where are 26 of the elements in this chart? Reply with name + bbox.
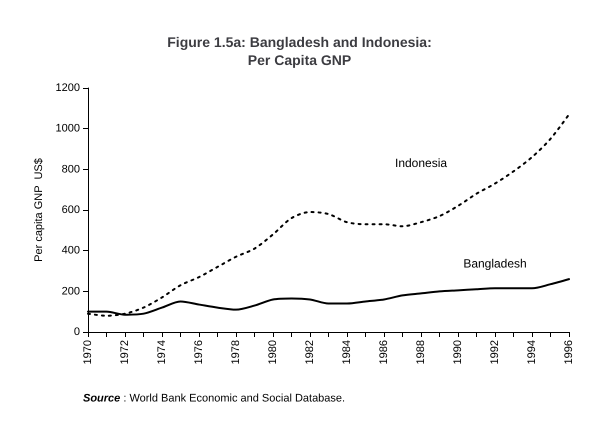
x-tick-label: 1988 — [415, 340, 427, 364]
x-tick-label: 1994 — [526, 340, 538, 364]
y-tick-label: 400 — [62, 244, 80, 257]
x-tick-label: 1980 — [267, 340, 279, 364]
y-tick-label: 600 — [62, 204, 80, 216]
source-note: Source : World Bank Economic and Social Database. — [83, 392, 346, 404]
series-label: Bangladesh — [463, 256, 527, 270]
y-tick-label: 1200 — [56, 82, 80, 94]
chart-title: Figure 1.5a: Bangladesh and Indonesia: Per Capita GNP — [167, 34, 432, 68]
x-tick-label: 1978 — [230, 340, 242, 364]
x-tick-label: 1974 — [156, 340, 168, 364]
y-axis-title: Per capita GNP US$ — [33, 158, 46, 262]
x-tick-label: 1972 — [119, 340, 131, 364]
x-tick-label: 1976 — [193, 340, 205, 364]
x-tick-label: 1986 — [378, 340, 390, 364]
x-tick-label: 1996 — [563, 340, 575, 364]
x-tick-label: 1984 — [341, 340, 353, 364]
text: Indonesia — [394, 156, 448, 170]
x-tick-label: 1970 — [82, 340, 94, 364]
y-tick-label: 0 — [74, 326, 80, 338]
y-tick-label: 200 — [62, 285, 80, 298]
y-tick-label: 800 — [62, 163, 80, 176]
y-tick-label: 1000 — [56, 122, 80, 135]
x-tick-label: 1992 — [489, 340, 501, 364]
x-tick-label: 1990 — [452, 340, 464, 364]
x-tick-label: 1982 — [304, 340, 316, 364]
